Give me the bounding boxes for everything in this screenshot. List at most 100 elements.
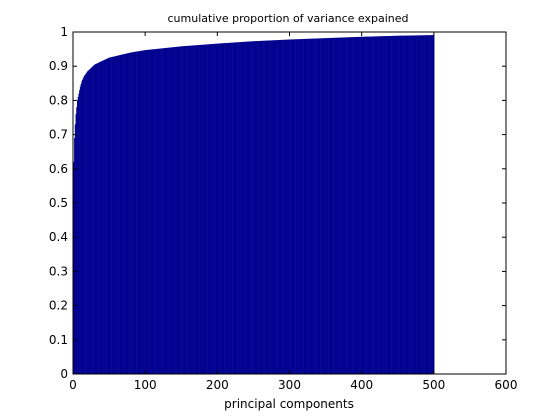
bar xyxy=(89,69,91,374)
bar xyxy=(353,37,355,375)
y-tick-label: 0 xyxy=(60,367,68,381)
bar xyxy=(153,49,155,375)
bar xyxy=(131,52,133,375)
bar xyxy=(413,35,415,374)
bar xyxy=(113,56,115,374)
bar xyxy=(102,60,104,375)
bar xyxy=(261,40,263,374)
bar xyxy=(419,35,421,374)
bar xyxy=(362,36,363,374)
bar xyxy=(271,40,273,375)
bar xyxy=(159,48,161,375)
bar xyxy=(119,55,121,375)
bar xyxy=(274,40,276,374)
bar xyxy=(232,42,234,374)
bar xyxy=(106,58,108,375)
bar xyxy=(240,42,242,374)
bar xyxy=(302,39,304,374)
bar xyxy=(214,43,216,375)
bar xyxy=(418,35,420,375)
bar xyxy=(406,35,408,375)
bar xyxy=(295,39,297,374)
bar xyxy=(334,37,336,375)
bar xyxy=(204,44,206,375)
bar xyxy=(158,48,160,375)
bar xyxy=(105,59,107,374)
bar xyxy=(414,35,416,375)
bar xyxy=(233,42,235,374)
bar xyxy=(105,59,107,375)
bar xyxy=(370,36,372,375)
bar xyxy=(319,38,321,374)
bar xyxy=(270,40,272,375)
bar xyxy=(226,43,228,374)
bar xyxy=(323,38,325,374)
bar xyxy=(205,44,207,375)
bar xyxy=(77,96,79,374)
bar xyxy=(397,35,399,375)
x-tick-label: 100 xyxy=(134,378,157,392)
bar xyxy=(427,35,429,374)
bar xyxy=(82,79,83,374)
bar xyxy=(409,35,411,375)
bar xyxy=(395,35,397,374)
bar xyxy=(254,41,256,374)
bar xyxy=(128,52,130,374)
bar xyxy=(399,35,401,374)
bar xyxy=(335,37,337,374)
bar xyxy=(286,39,288,374)
bar xyxy=(211,44,213,374)
x-tick-label: 500 xyxy=(422,378,445,392)
bar xyxy=(276,40,278,374)
bar xyxy=(218,43,220,374)
bar xyxy=(279,40,281,375)
bar xyxy=(224,43,226,374)
bar xyxy=(219,43,221,374)
bar xyxy=(127,53,129,374)
bar xyxy=(120,54,122,374)
bar xyxy=(338,37,340,374)
bar xyxy=(141,50,143,374)
bar xyxy=(126,53,128,374)
bar xyxy=(167,47,169,375)
bar xyxy=(248,41,250,375)
bar xyxy=(408,35,410,374)
bar xyxy=(260,40,262,374)
bar xyxy=(368,36,370,374)
bar xyxy=(257,41,259,375)
bar xyxy=(195,45,197,375)
bar xyxy=(172,47,174,374)
bar xyxy=(203,44,205,374)
bar xyxy=(318,38,319,375)
bar xyxy=(359,36,361,375)
bar xyxy=(96,63,98,375)
y-tick-label: 0.1 xyxy=(49,333,68,347)
bar xyxy=(363,36,365,374)
bar xyxy=(235,42,236,374)
bar xyxy=(112,56,114,375)
bar xyxy=(405,35,407,374)
bar xyxy=(401,35,403,375)
bar xyxy=(142,50,144,375)
bar xyxy=(369,36,371,375)
bar xyxy=(273,40,275,374)
bar xyxy=(162,48,164,374)
bar xyxy=(209,44,211,374)
bar xyxy=(167,47,169,374)
bar xyxy=(178,46,180,375)
bar xyxy=(396,35,398,375)
bar xyxy=(154,49,156,374)
bar xyxy=(115,56,117,375)
bar xyxy=(165,47,167,374)
bar xyxy=(99,62,101,374)
bar xyxy=(382,36,384,375)
bar xyxy=(225,43,227,374)
bar xyxy=(102,60,104,375)
bar xyxy=(249,41,251,375)
bar xyxy=(390,35,392,375)
bar xyxy=(383,36,385,374)
bar xyxy=(327,38,329,374)
bar xyxy=(174,47,176,374)
bar xyxy=(378,36,380,375)
bar xyxy=(347,37,349,375)
